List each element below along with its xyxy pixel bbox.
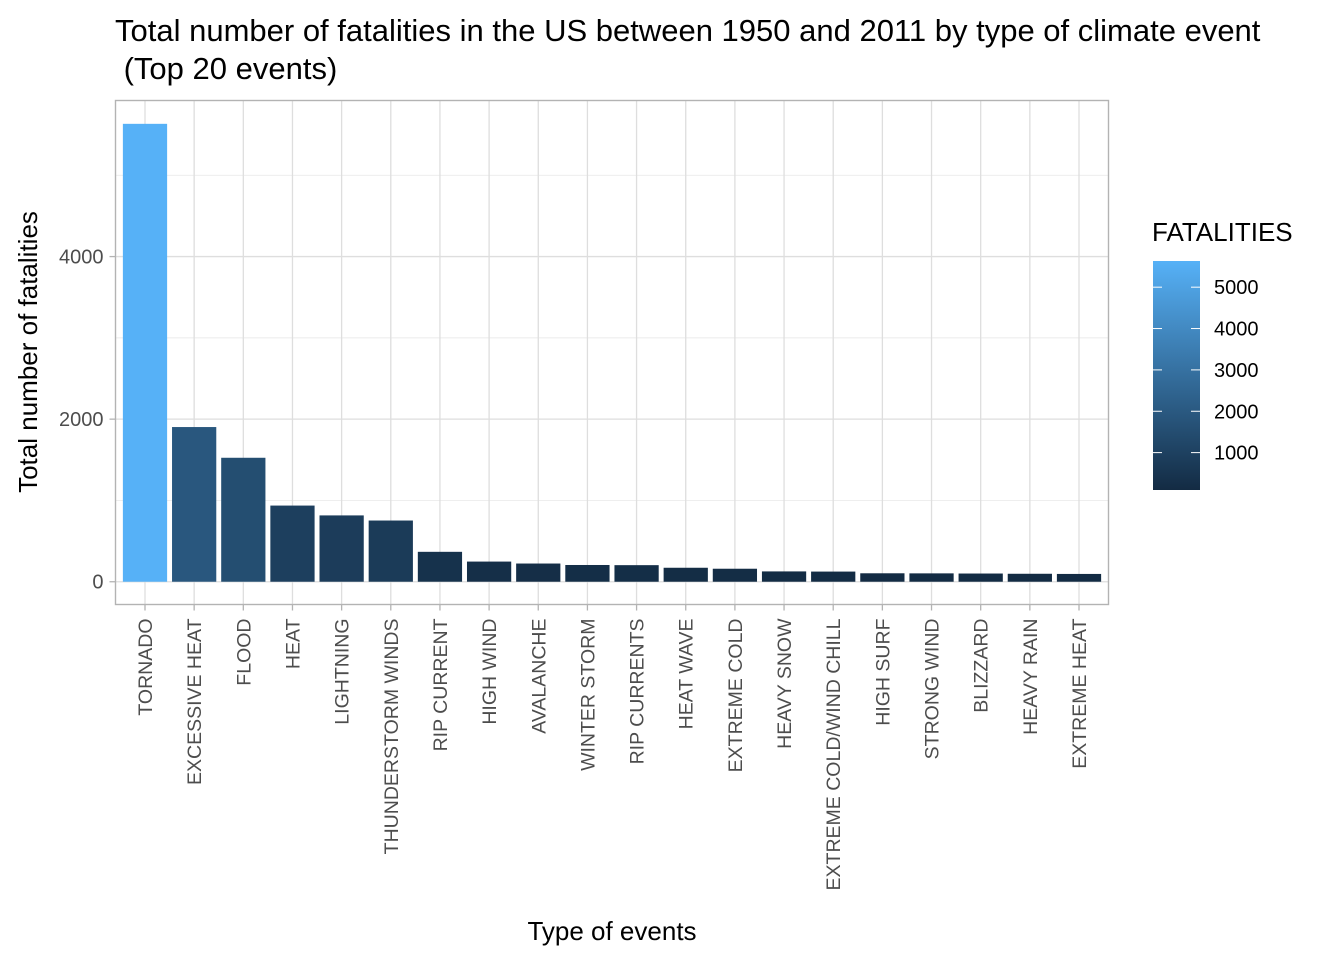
x-tick-label: RIP CURRENT: [430, 618, 452, 751]
y-tick-label: 0: [92, 572, 103, 594]
bars: [122, 123, 1102, 582]
bar-extreme-cold-wind-chill: [811, 571, 856, 582]
x-tick-label: HIGH SURF: [872, 618, 894, 725]
legend-title: FATALITIES: [1152, 217, 1293, 247]
legend-label: 4000: [1214, 319, 1259, 341]
chart-title-line2: (Top 20 events): [115, 51, 337, 86]
x-tick-label: HEAVY RAIN: [1020, 619, 1042, 735]
legend-colorbar: [1153, 261, 1200, 490]
x-tick-label: EXTREME HEAT: [1069, 618, 1091, 768]
bar-flood: [221, 457, 266, 582]
bar-thunderstorm-winds: [368, 520, 413, 582]
bar-high-wind: [466, 561, 512, 582]
bar-rip-current: [417, 551, 463, 582]
x-tick-label: RIP CURRENTS: [627, 619, 649, 765]
x-tick-label: STRONG WIND: [922, 619, 944, 760]
x-tick-label: BLIZZARD: [971, 619, 993, 713]
bar-extreme-cold: [712, 568, 758, 582]
bar-high-surf: [860, 573, 905, 582]
x-tick-label: THUNDERSTORM WINDS: [381, 619, 403, 855]
bar-lightning: [319, 515, 364, 582]
x-tick-label: HEAT: [282, 618, 304, 669]
x-axis: TORNADO EXCESSIVE HEAT FLOOD HEAT LIGHTNING T…: [135, 604, 1091, 890]
x-tick-label: EXTREME COLD: [725, 619, 747, 773]
x-tick-label: AVALANCHE: [528, 619, 550, 734]
plot-border: [114, 99, 1110, 606]
legend-label: 1000: [1214, 443, 1259, 465]
bar-extreme-heat: [1056, 573, 1102, 582]
bar-rip-currents: [614, 565, 659, 582]
legend-label: 3000: [1214, 360, 1259, 382]
x-tick-label: EXCESSIVE HEAT: [184, 618, 206, 785]
bar-heavy-rain: [1007, 573, 1052, 582]
bar-tornado: [122, 123, 168, 582]
x-tick-label: TORNADO: [135, 619, 157, 716]
x-tick-label: EXTREME COLD/WIND CHILL: [823, 618, 845, 890]
legend-label: 2000: [1214, 401, 1259, 423]
y-tick-label: 4000: [59, 247, 104, 269]
x-tick-label: HEAVY SNOW: [774, 618, 796, 749]
bar-heat-wave: [663, 567, 708, 582]
bar-blizzard: [958, 573, 1003, 582]
y-axis-title: Total number of fatalities: [13, 211, 43, 493]
y-axis: 0 2000 4000: [59, 247, 116, 594]
x-tick-label: HEAT WAVE: [676, 619, 698, 730]
x-tick-label: HIGH WIND: [479, 619, 501, 725]
legend-label: 5000: [1214, 277, 1259, 299]
chart-title-line1: Total number of fatalities in the US bet…: [115, 13, 1261, 48]
x-tick-label: WINTER STORM: [577, 619, 599, 771]
bar-excessive-heat: [172, 427, 217, 582]
x-axis-title: Type of events: [527, 916, 696, 946]
y-tick-label: 2000: [59, 409, 104, 431]
bar-winter-storm: [565, 564, 610, 582]
x-tick-label: LIGHTNING: [332, 619, 354, 725]
legend: FATALITIES 5000 4000 3000 2000 1000: [1152, 217, 1293, 490]
grid-minor: [115, 174, 1109, 501]
bar-avalanche: [516, 563, 561, 582]
x-tick-label: FLOOD: [233, 619, 255, 686]
bar-heat: [270, 505, 315, 582]
bar-strong-wind: [909, 573, 954, 582]
bar-heavy-snow: [761, 571, 807, 582]
legend-ticks: 5000 4000 3000 2000 1000: [1153, 277, 1259, 465]
